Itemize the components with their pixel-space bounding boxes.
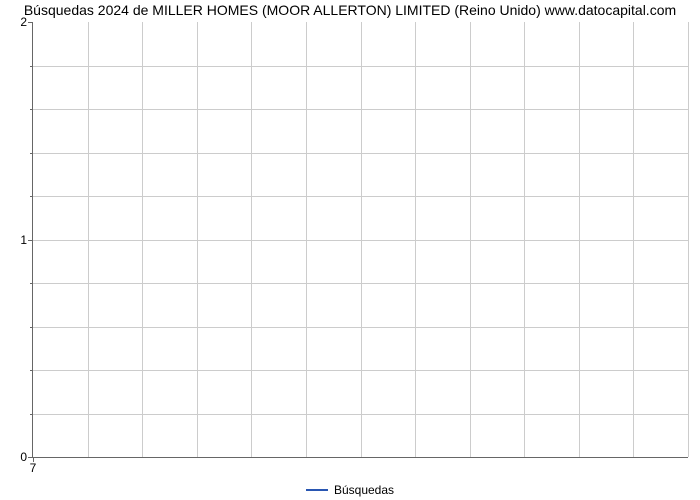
x-tick-label: 7: [30, 457, 37, 475]
legend-line: [306, 489, 328, 491]
y-minor-tick: [30, 109, 33, 110]
grid-line-h-minor: [33, 109, 688, 110]
grid-line-h-minor: [33, 196, 688, 197]
grid-line-h-minor: [33, 283, 688, 284]
chart-title: Búsquedas 2024 de MILLER HOMES (MOOR ALL…: [0, 2, 700, 18]
y-tick-label: 2: [20, 15, 33, 29]
y-minor-tick: [30, 153, 33, 154]
legend-label: Búsquedas: [334, 483, 394, 497]
y-minor-tick: [30, 283, 33, 284]
grid-line-h-minor: [33, 414, 688, 415]
y-tick-label: 1: [20, 233, 33, 247]
y-minor-tick: [30, 66, 33, 67]
grid-line-h-minor: [33, 153, 688, 154]
legend: Búsquedas: [0, 482, 700, 497]
grid-line-h-minor: [33, 327, 688, 328]
grid-line-h: [33, 240, 688, 241]
grid-line-h-minor: [33, 66, 688, 67]
y-minor-tick: [30, 414, 33, 415]
y-minor-tick: [30, 370, 33, 371]
chart-container: Búsquedas 2024 de MILLER HOMES (MOOR ALL…: [0, 0, 700, 500]
y-minor-tick: [30, 327, 33, 328]
plot-area: 0127: [32, 22, 688, 458]
grid-line-h-minor: [33, 370, 688, 371]
grid-line-v: [688, 22, 689, 457]
y-minor-tick: [30, 196, 33, 197]
